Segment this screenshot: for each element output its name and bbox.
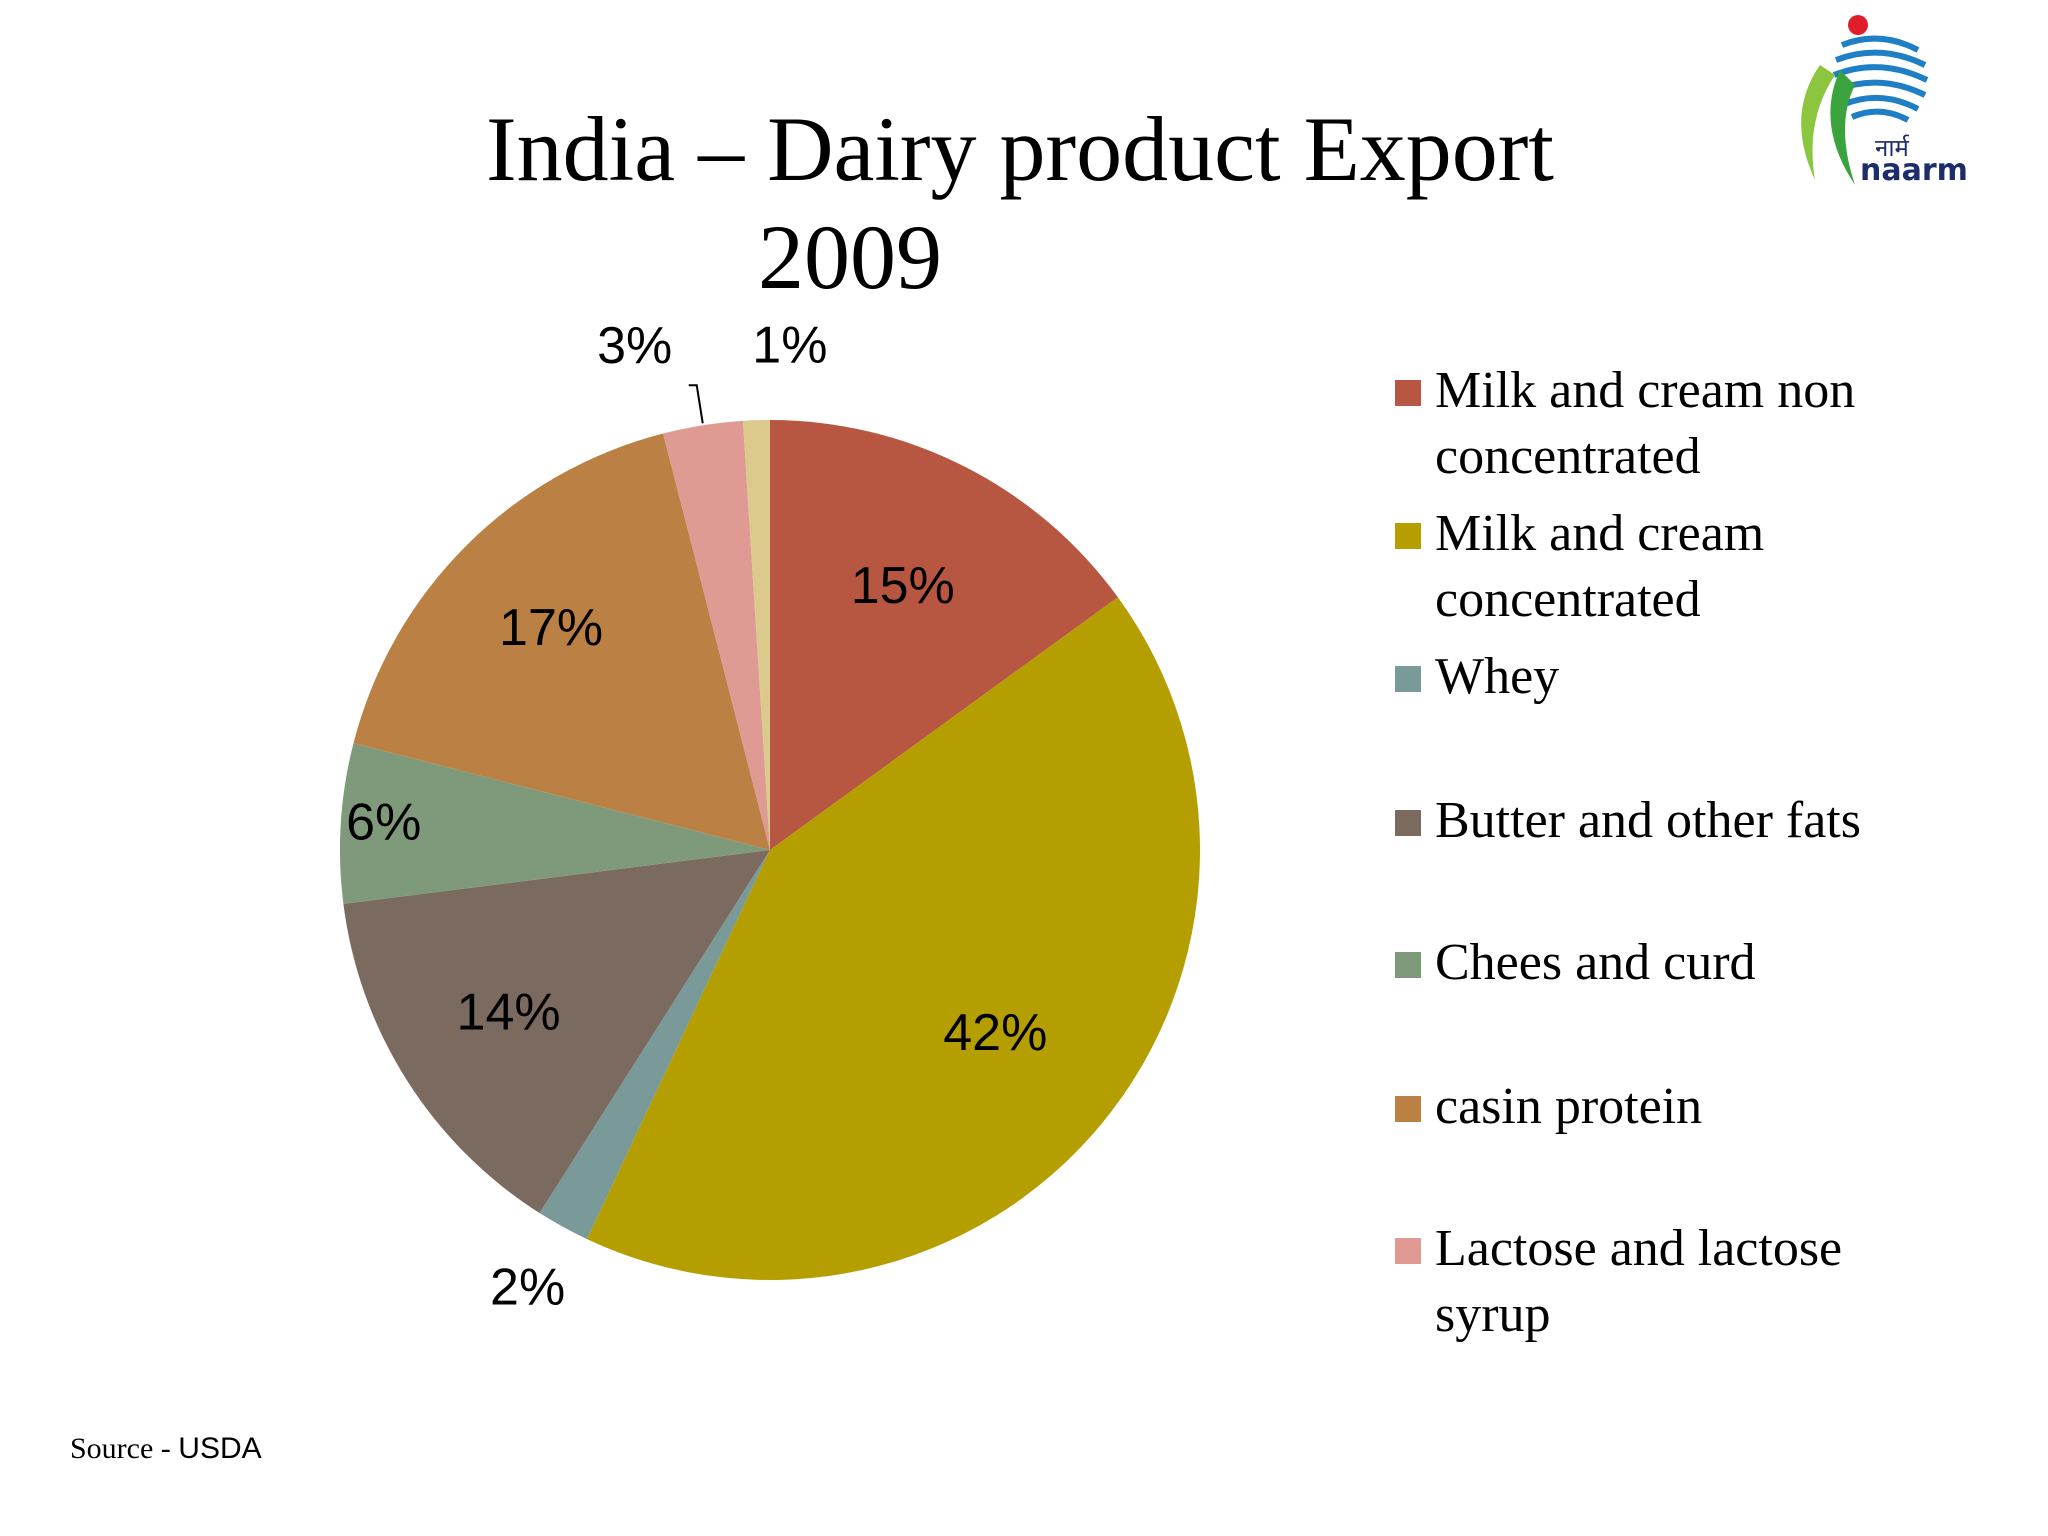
legend-swatch bbox=[1395, 952, 1421, 978]
legend-label: Whey bbox=[1435, 648, 1560, 705]
legend-item: Whey bbox=[1395, 644, 1955, 710]
legend-swatch bbox=[1395, 1238, 1421, 1264]
pie-slice bbox=[743, 420, 770, 850]
pie-data-label: 42% bbox=[943, 1004, 1047, 1062]
pie-data-labels: 15% 42% 2% 14% 6% 17% 3% 1% bbox=[346, 316, 1047, 1316]
legend-swatch bbox=[1395, 666, 1421, 692]
legend-item: casin protein bbox=[1395, 1074, 1955, 1140]
legend-item: Lactose and lactose syrup bbox=[1395, 1216, 1955, 1348]
legend-swatch bbox=[1395, 380, 1421, 406]
pie-data-label: 2% bbox=[490, 1259, 565, 1317]
legend-item: Chees and curd bbox=[1395, 930, 1955, 996]
pie-leader-lines bbox=[688, 384, 704, 424]
logo-text-hindi: नार्म bbox=[1875, 134, 1909, 162]
slide-title: India – Dairy product Export 2009 bbox=[300, 95, 1740, 311]
pie-data-label: 15% bbox=[851, 557, 955, 615]
slide-title-line1: India – Dairy product Export bbox=[486, 98, 1554, 200]
pie-slice bbox=[353, 433, 770, 850]
pie-data-label: 17% bbox=[499, 599, 603, 657]
pie-slice bbox=[770, 420, 1118, 850]
legend-label: Milk and cream concentrated bbox=[1435, 505, 1765, 628]
pie-leader-line bbox=[688, 384, 704, 424]
legend-item: Milk and cream non concentrated bbox=[1395, 358, 1955, 490]
pie-data-label: 3% bbox=[597, 317, 672, 375]
naarm-logo: नार्म naarm bbox=[1780, 5, 1980, 195]
legend-label: Chees and curd bbox=[1435, 934, 1756, 991]
globe-icon bbox=[1801, 15, 1929, 185]
source-org: USDA bbox=[178, 1432, 262, 1465]
pie-slice bbox=[663, 420, 770, 850]
legend-swatch bbox=[1395, 523, 1421, 549]
pie-slice bbox=[343, 850, 770, 1214]
pie-data-label: 14% bbox=[457, 984, 561, 1042]
legend-item: Butter and other fats bbox=[1395, 788, 1955, 854]
pie-slice bbox=[340, 743, 770, 904]
slide-title-year: 2009 bbox=[758, 206, 942, 308]
legend-label: Butter and other fats bbox=[1435, 792, 1861, 849]
pie-slice bbox=[539, 850, 770, 1240]
legend-label: casin protein bbox=[1435, 1078, 1703, 1135]
legend-swatch bbox=[1395, 1096, 1421, 1122]
source-prefix: Source - bbox=[70, 1432, 179, 1465]
legend-label: Milk and cream non concentrated bbox=[1435, 362, 1856, 485]
logo-text: naarm bbox=[1860, 153, 1968, 188]
pie-data-label: 6% bbox=[346, 793, 421, 851]
legend-label: Lactose and lactose syrup bbox=[1435, 1220, 1843, 1343]
source-note: Source - USDA bbox=[70, 1432, 262, 1466]
legend-item: Milk and cream concentrated bbox=[1395, 501, 1955, 633]
pie-data-label: 1% bbox=[752, 316, 827, 374]
legend-swatch bbox=[1395, 810, 1421, 836]
pie-slice bbox=[586, 597, 1201, 1281]
pie-slices bbox=[340, 420, 1201, 1281]
